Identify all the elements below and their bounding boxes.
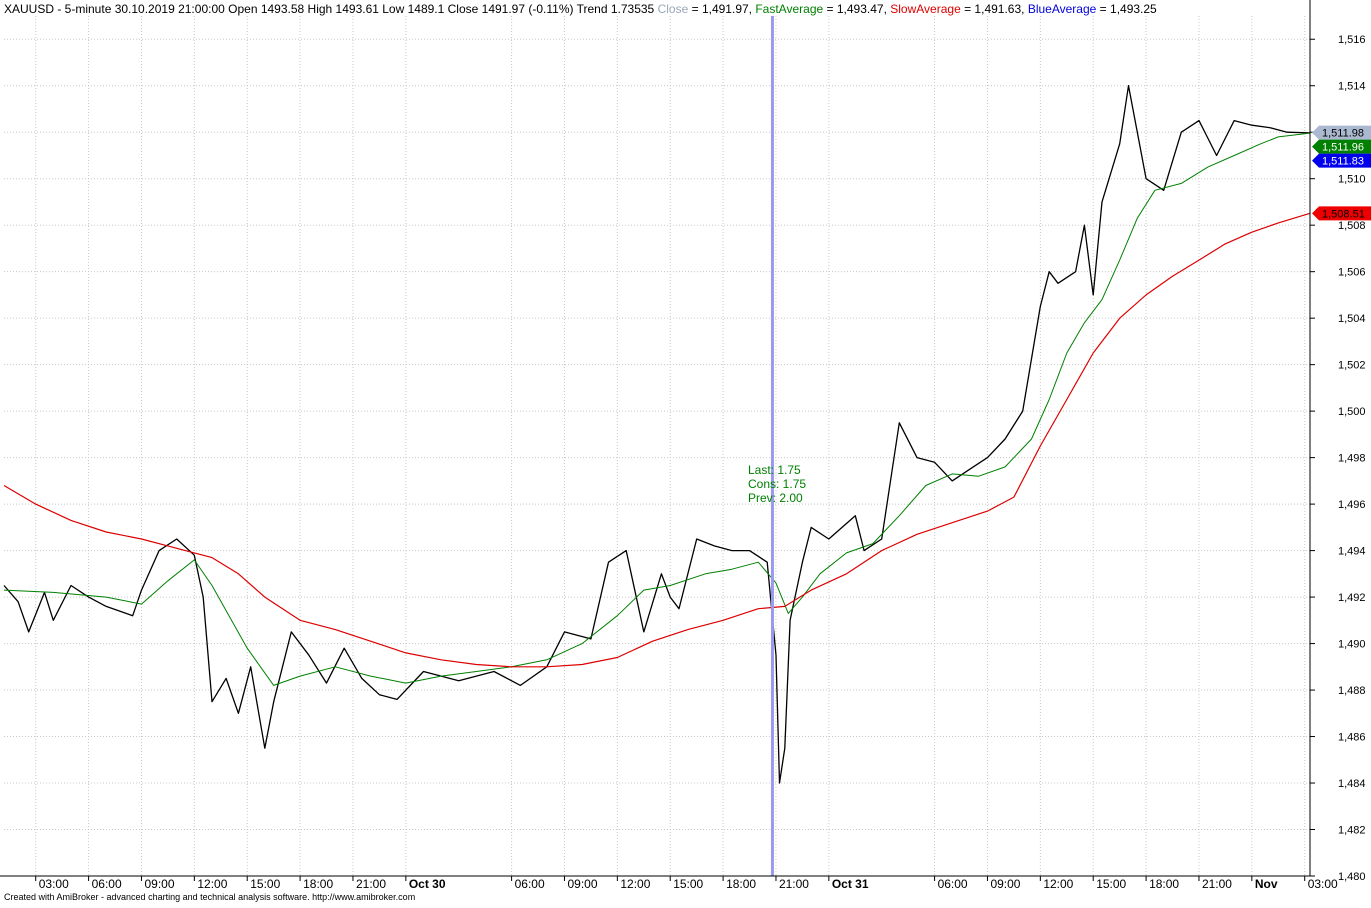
price-tag: 1,511.98 [1312,125,1371,140]
y-tick-label: 1,494 [1338,546,1366,558]
y-tick-label: 1,486 [1338,732,1366,744]
x-tick-label: 18:00 [1149,877,1179,891]
series-fastaverage-line [3,132,1311,686]
y-tick-label: 1,514 [1338,81,1366,93]
price-tag-label: 1,511.96 [1322,142,1364,154]
x-tick-label: 09:00 [144,877,174,891]
x-tick-label: 06:00 [92,877,122,891]
annotation-last: Last: 1.75 [748,463,801,477]
price-tag-label: 1,508.51 [1322,208,1365,220]
y-tick-label: 1,484 [1338,778,1366,790]
x-tick-label: 21:00 [779,877,809,891]
annotation-prev: Prev: 2.00 [748,491,803,505]
y-tick-label: 1,502 [1338,360,1366,372]
header-close-label: Close [658,2,689,16]
header-blue-label: BlueAverage [1028,2,1097,16]
trend-annotation: Last: 1.75 Cons: 1.75 Prev: 2.00 [748,463,806,505]
annotation-cons: Cons: 1.75 [748,477,806,491]
header-symbol-info: XAUUSD - 5-minute 30.10.2019 21:00:00 Op… [4,2,655,16]
x-tick-label: 03:00 [39,877,69,891]
price-tag-box [1312,125,1371,140]
x-tick-label: 15:00 [673,877,703,891]
y-tick-label: 1,508 [1338,220,1366,232]
header-info-line: XAUUSD - 5-minute 30.10.2019 21:00:00 Op… [4,2,1157,16]
x-tick-label: Nov [1255,877,1278,891]
x-tick-label: 09:00 [990,877,1020,891]
x-tick-label: 21:00 [356,877,386,891]
price-tag: 1,508.51 [1312,206,1371,221]
series-layer [3,85,1311,784]
series-slowaverage-line [3,212,1311,668]
y-tick-label: 1,492 [1338,592,1366,604]
x-tick-label: 12:00 [1043,877,1073,891]
x-tick-label: 06:00 [938,877,968,891]
y-tick-label: 1,500 [1338,406,1366,418]
y-tick-label: 1,498 [1338,453,1366,465]
y-tick-label: 1,504 [1338,313,1366,325]
x-tick-label: 12:00 [620,877,650,891]
header-slow-value: = 1,491.63, [964,2,1028,16]
y-tick-label: 1,488 [1338,685,1366,697]
header-fast-label: FastAverage [755,2,823,16]
x-tick-label: Oct 31 [832,877,869,891]
axis-layer: 1,480 1,482 1,484 1,486 1,488 1,490 1,492 1,494… [0,0,1366,891]
series-close-line [3,85,1311,784]
price-tag-box [1312,153,1371,168]
header-blue-value: = 1,493.25 [1100,2,1157,16]
x-tick-label: 15:00 [1096,877,1126,891]
x-tick-label: Oct 30 [409,877,446,891]
x-tick-label: 06:00 [515,877,545,891]
price-tag-label: 1,511.83 [1322,156,1364,168]
price-tags: 1,511.98 1,511.96 1,511.83 1,508.51 [1312,125,1371,221]
x-tick-label: 09:00 [567,877,597,891]
y-tick-label: 1,480 [1338,871,1366,883]
header-slow-label: SlowAverage [890,2,961,16]
grid-lines [4,16,1310,877]
header-fast-value: = 1,493.47, [827,2,891,16]
y-tick-label: 1,496 [1338,499,1366,511]
y-tick-label: 1,516 [1338,34,1366,46]
x-tick-label: 18:00 [303,877,333,891]
x-tick-label: 21:00 [1202,877,1232,891]
price-tag-box [1312,139,1371,154]
footer-credit: Created with AmiBroker - advanced charti… [4,892,415,902]
x-tick-label: 15:00 [250,877,280,891]
price-tag: 1,511.83 [1312,153,1371,168]
header-close-value: = 1,491.97, [692,2,756,16]
x-tick-label: 18:00 [726,877,756,891]
price-tag-label: 1,511.98 [1322,128,1364,140]
x-tick-label: 12:00 [197,877,227,891]
price-tag: 1,511.96 [1312,139,1371,154]
y-tick-label: 1,490 [1338,639,1366,651]
y-tick-label: 1,482 [1338,825,1366,837]
x-tick-label: 03:00 [1308,877,1338,891]
price-tag-box [1312,206,1371,221]
y-tick-label: 1,510 [1338,174,1366,186]
y-tick-label: 1,506 [1338,267,1366,279]
